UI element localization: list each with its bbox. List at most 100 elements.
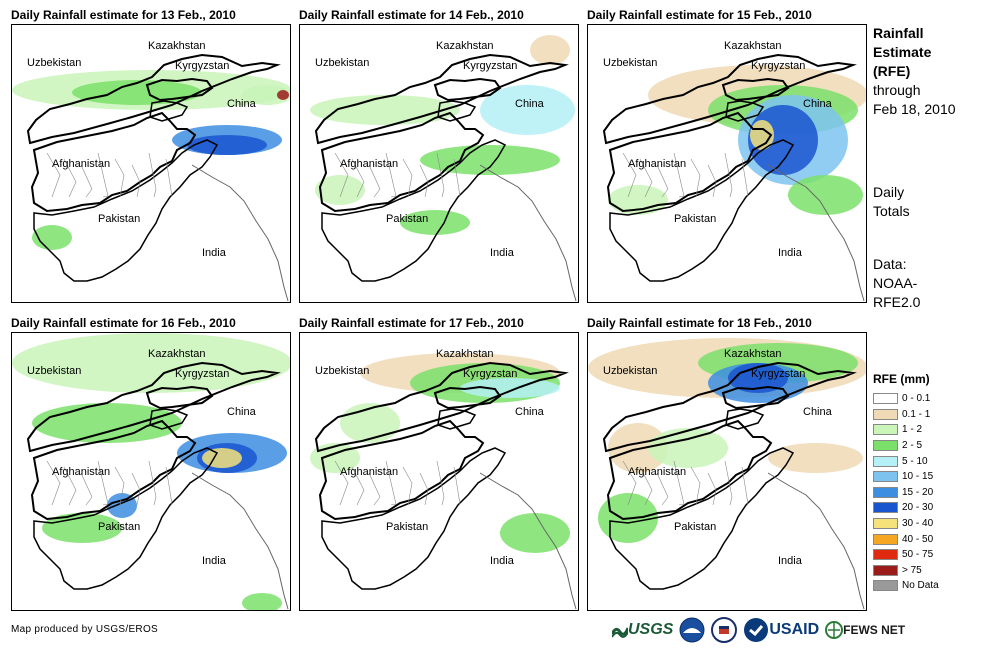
country-label-india: India <box>202 247 226 259</box>
afghanistan-boundary <box>318 419 485 521</box>
country-label-kyrgyzstan: Kyrgyzstan <box>751 368 806 380</box>
province-line <box>639 466 653 506</box>
legend-label: 20 - 30 <box>902 502 934 514</box>
province-line <box>351 158 365 198</box>
rainfall-area <box>500 513 570 553</box>
rainfall-map-panel: Daily Rainfall estimate for 13 Feb., 201… <box>11 7 291 307</box>
rainfall-area <box>202 448 242 468</box>
country-label-kazakhstan: Kazakhstan <box>436 40 494 52</box>
country-label-uzbekistan: Uzbekistan <box>27 57 82 69</box>
commerce-seal-icon <box>711 617 738 643</box>
rainfall-area <box>728 363 788 393</box>
map-drawing <box>588 338 866 610</box>
province-line <box>46 460 61 506</box>
province-line <box>741 158 749 198</box>
country-label-kyrgyzstan: Kyrgyzstan <box>751 60 806 72</box>
map-frame: Kazakhstan Uzbekistan Kyrgyzstan China Afgha… <box>587 332 867 611</box>
tajikistan-boundary <box>437 408 477 430</box>
rainfall-area <box>12 333 290 393</box>
province-line <box>673 460 685 506</box>
panel-title: Daily Rainfall estimate for 18 Feb., 201… <box>587 316 812 330</box>
country-label-afghanistan: Afghanistan <box>340 466 399 478</box>
province-line <box>724 460 733 506</box>
legend-label: 15 - 20 <box>902 486 934 498</box>
province-line <box>165 158 173 198</box>
map-drawing <box>12 53 290 302</box>
province-line <box>80 164 93 198</box>
legend-swatch <box>873 564 898 576</box>
rainfall-map-panel: Daily Rainfall estimate for 16 Feb., 201… <box>11 315 291 615</box>
country-label-india: India <box>778 247 802 259</box>
legend-item: 30 - 40 <box>873 516 973 532</box>
province-line <box>402 158 413 198</box>
legend-swatch <box>873 393 898 405</box>
legend-title: RFE (mm) <box>873 372 930 386</box>
legend-label: No Data <box>902 580 939 592</box>
legend-label: 30 - 40 <box>902 518 934 530</box>
daily-totals-line: Totals <box>873 203 910 219</box>
legend-label: 2 - 5 <box>902 440 923 452</box>
afghanistan-boundary <box>30 111 197 213</box>
panel-title: Daily Rainfall estimate for 16 Feb., 201… <box>11 316 236 330</box>
map-frame: Kazakhstan Uzbekistan Kyrgyzstan China Afgha… <box>587 24 867 303</box>
province-line <box>690 466 701 506</box>
usaid-logo: USAID <box>743 617 819 643</box>
province-line <box>148 152 157 198</box>
legend-swatch <box>873 440 898 452</box>
rainfall-area <box>788 175 863 215</box>
province-line <box>334 152 349 198</box>
kyrgyzstan-boundary <box>721 385 790 410</box>
legend-item: 0.1 - 1 <box>873 407 973 423</box>
kyrgyzstan-boundary <box>433 385 502 410</box>
rainfall-area <box>315 175 365 205</box>
rainfall-map-panel: Daily Rainfall estimate for 18 Feb., 201… <box>587 315 867 615</box>
legend-label: 5 - 10 <box>902 455 928 467</box>
province-line <box>131 164 141 198</box>
legend-item: 15 - 20 <box>873 485 973 501</box>
afghanistan-boundary <box>606 111 773 213</box>
province-line <box>419 164 429 198</box>
kyrgyzstan-boundary <box>433 77 502 102</box>
legend-item: 5 - 10 <box>873 453 973 469</box>
usaid-logo-text: USAID <box>769 621 820 638</box>
legend-swatch <box>873 533 898 545</box>
map-drawing <box>310 353 577 610</box>
rainfall-area <box>242 85 290 105</box>
logo-strip: USGS USAID FEWS NET <box>612 616 911 644</box>
legend-swatch <box>873 486 898 498</box>
province-line <box>63 158 77 198</box>
rfe-through-label: through <box>873 82 921 98</box>
rainfall-area <box>480 85 575 135</box>
rainfall-map-panel: Daily Rainfall estimate for 14 Feb., 201… <box>299 7 579 307</box>
province-line <box>673 152 685 198</box>
country-label-india: India <box>778 555 802 567</box>
country-label-kazakhstan: Kazakhstan <box>724 348 782 360</box>
noaa-seal-icon <box>679 617 705 643</box>
pakistan-boundary <box>33 139 219 282</box>
legend-swatch <box>873 471 898 483</box>
pakistan-boundary <box>33 447 219 590</box>
rainfall-area <box>310 95 460 125</box>
country-label-kyrgyzstan: Kyrgyzstan <box>175 60 230 72</box>
daily-totals-note: Daily Totals <box>873 183 910 221</box>
country-label-kyrgyzstan: Kyrgyzstan <box>463 60 518 72</box>
noaa-logo <box>679 617 705 643</box>
data-source-line: RFE2.0 <box>873 294 921 310</box>
data-source-note: Data: NOAA- RFE2.0 <box>873 255 920 312</box>
country-label-kazakhstan: Kazakhstan <box>148 40 206 52</box>
rfe-title-line: Estimate <box>873 44 932 60</box>
rainfall-area <box>107 493 137 518</box>
legend-label: > 75 <box>902 564 922 576</box>
legend-swatch <box>873 424 898 436</box>
legend-label: 40 - 50 <box>902 533 934 545</box>
province-line <box>97 152 109 198</box>
province-line <box>334 460 349 506</box>
rfe-through-date: Feb 18, 2010 <box>873 101 956 117</box>
country-label-india: India <box>490 555 514 567</box>
rainfall-area <box>400 210 470 235</box>
country-label-china: China <box>227 98 256 110</box>
province-line <box>46 152 61 198</box>
province-line <box>453 466 461 506</box>
legend-item: 2 - 5 <box>873 438 973 454</box>
legend-item: 20 - 30 <box>873 500 973 516</box>
